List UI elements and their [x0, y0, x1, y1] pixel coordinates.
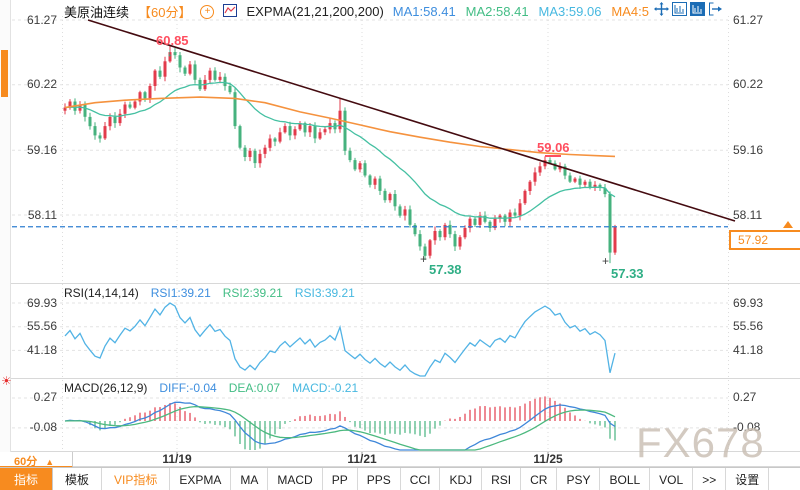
- timeframe-label: 【60分】: [138, 5, 192, 20]
- down-arrow-marker: ↓: [167, 47, 173, 59]
- macd-header: MACD(26,12,9) DIFF:-0.04 DEA:0.07 MACD:-…: [64, 381, 358, 395]
- axis-tick-label: 41.18: [26, 342, 57, 357]
- last-price-tag: 57.92: [729, 230, 800, 250]
- ma-value: MA4:5: [611, 4, 649, 19]
- chart-header: 美原油连续 【60分】 + EXPMA(21,21,200,200) MA1:5…: [64, 2, 649, 21]
- tab-PPS[interactable]: PPS: [358, 468, 401, 490]
- low-cross-marker-1: +: [420, 252, 428, 266]
- tab-VOL[interactable]: VOL: [650, 468, 694, 490]
- tab-设置[interactable]: 设置: [726, 468, 770, 490]
- axis-tick-label: 58.11: [27, 207, 57, 222]
- ma-value: MA1:58.41: [392, 4, 456, 19]
- rsi3-value: RSI3:39.21: [294, 286, 355, 300]
- dea-value: DEA:0.07: [228, 381, 281, 395]
- rsi-title: RSI(14,14,14): [64, 286, 139, 300]
- left-scrollbar[interactable]: [0, 0, 11, 467]
- macd-title: MACD(26,12,9): [64, 381, 148, 395]
- date-label: 11/25: [533, 452, 563, 466]
- indicator-name: EXPMA(21,21,200,200): [246, 4, 384, 19]
- annotation-high-1: 60.85: [156, 33, 189, 48]
- axis-tick-label: 0.27: [33, 390, 57, 405]
- axis-tick-label: 55.56: [26, 319, 57, 334]
- tab-MA[interactable]: MA: [231, 468, 269, 490]
- diff-value: DIFF:-0.04: [159, 381, 217, 395]
- period-arrow-icon: ▲: [45, 457, 55, 467]
- tab-CCI[interactable]: CCI: [401, 468, 441, 490]
- window-icons: [654, 2, 723, 16]
- kline-icon[interactable]: [223, 3, 238, 20]
- ma-value: MA2:58.41: [465, 4, 529, 19]
- axis-tick-label: 41.18: [733, 342, 764, 357]
- tab-模板[interactable]: 模板: [53, 468, 103, 490]
- period-selector[interactable]: 60分 ▲: [0, 452, 73, 468]
- axis-tick-label: 0.27: [733, 390, 757, 405]
- axes-chart-filled-icon[interactable]: [690, 2, 705, 16]
- date-label: 11/21: [347, 452, 377, 466]
- axis-tick-label: 59.16: [26, 142, 57, 157]
- axis-tick-label: -0.08: [29, 420, 57, 435]
- rsi1-value: RSI1:39.21: [150, 286, 211, 300]
- tab-RSI[interactable]: RSI: [482, 468, 522, 490]
- ma-value: MA3:59.06: [538, 4, 602, 19]
- annotation-low-1: 57.38: [429, 262, 462, 277]
- axis-tick-label: 55.56: [733, 319, 764, 334]
- date-label: 11/19: [162, 452, 192, 466]
- axes-chart-icon[interactable]: [672, 2, 687, 16]
- axis-tick-label: 61.27: [733, 12, 764, 27]
- axis-tick-label: 60.22: [733, 77, 764, 92]
- axis-tick-label: -0.08: [733, 420, 761, 435]
- symbol-name: 美原油连续: [64, 5, 130, 20]
- add-compare-icon[interactable]: +: [200, 4, 215, 19]
- tab-PP[interactable]: PP: [323, 468, 358, 490]
- ma-values: MA1:58.41 MA2:58.41 MA3:59.06 MA4:5: [393, 4, 649, 19]
- axis-tick-label: 58.11: [733, 207, 763, 222]
- axis-tick-label: 59.16: [733, 142, 764, 157]
- axis-tick-label: 69.93: [26, 295, 57, 310]
- macd-value: MACD:-0.21: [292, 381, 359, 395]
- tab-PSY[interactable]: PSY: [557, 468, 601, 490]
- popout-icon[interactable]: [708, 2, 723, 16]
- tab-指标[interactable]: 指标: [0, 468, 54, 490]
- low-cross-marker-2: +: [602, 254, 610, 268]
- high-tick-line: [545, 155, 561, 157]
- tab-CR[interactable]: CR: [521, 468, 558, 490]
- period-label: 60分: [14, 456, 38, 468]
- watermark: FX678: [636, 419, 765, 466]
- tab-EXPMA[interactable]: EXPMA: [170, 468, 232, 490]
- tab-KDJ[interactable]: KDJ: [440, 468, 483, 490]
- scrollbar-thumb[interactable]: [1, 50, 8, 97]
- pan-icon[interactable]: [654, 2, 669, 16]
- price-tag-arrow-icon: [783, 221, 793, 228]
- tab->>[interactable]: >>: [693, 468, 727, 490]
- annotation-low-2: 57.33: [611, 266, 644, 281]
- annotation-high-2: 59.06: [537, 140, 570, 155]
- tab-BOLL[interactable]: BOLL: [600, 468, 651, 490]
- axis-tick-label: 61.27: [26, 12, 57, 27]
- axis-tick-label: 60.22: [26, 77, 57, 92]
- tab-VIP指标[interactable]: VIP指标: [102, 468, 171, 490]
- tab-MACD[interactable]: MACD: [268, 468, 323, 490]
- alert-icon[interactable]: ☀: [1, 374, 12, 388]
- indicator-toolbar: 指标 模板 VIP指标 EXPMA MA MACD PP PPS CCI KDJ RSI CR PSY B…: [0, 467, 800, 490]
- axis-tick-label: 69.93: [733, 295, 764, 310]
- rsi-header: RSI(14,14,14) RSI1:39.21 RSI2:39.21 RSI3…: [64, 286, 355, 300]
- rsi2-value: RSI2:39.21: [222, 286, 283, 300]
